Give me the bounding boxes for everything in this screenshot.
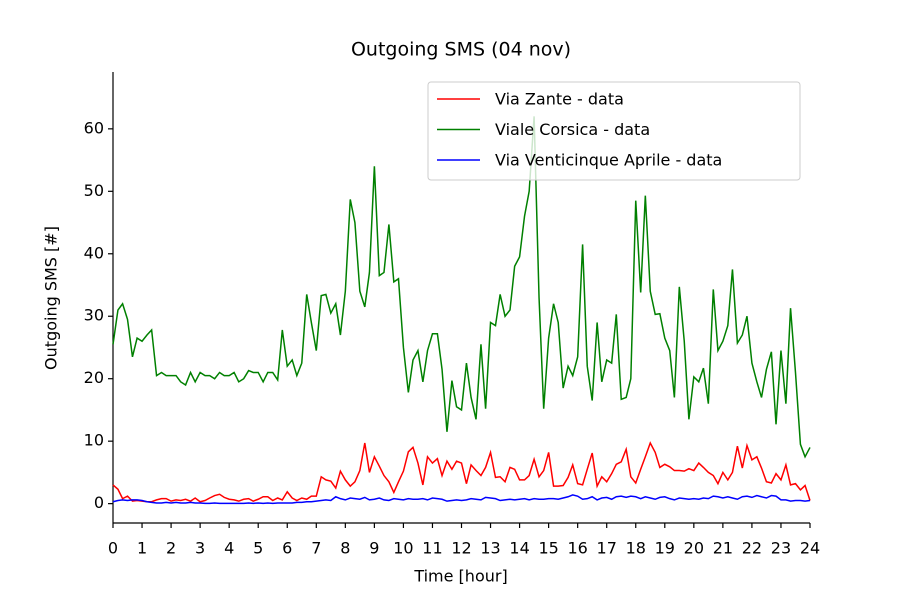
chart-title: Outgoing SMS (04 nov) — [351, 39, 571, 61]
y-tick-label: 40 — [84, 243, 104, 262]
x-tick-label: 14 — [509, 539, 529, 558]
x-tick-label: 13 — [480, 539, 500, 558]
x-tick-label: 7 — [311, 539, 321, 558]
x-tick-label: 3 — [195, 539, 205, 558]
x-tick-label: 17 — [597, 539, 617, 558]
x-tick-label: 16 — [567, 539, 587, 558]
x-tick-label: 1 — [137, 539, 147, 558]
x-tick-label: 15 — [538, 539, 558, 558]
x-tick-label: 19 — [655, 539, 675, 558]
y-tick-label: 10 — [84, 431, 104, 450]
legend-label: Via Zante - data — [495, 90, 624, 109]
x-tick-label: 11 — [422, 539, 442, 558]
x-tick-label: 8 — [340, 539, 350, 558]
x-tick-label: 22 — [742, 539, 762, 558]
x-tick-label: 0 — [108, 539, 118, 558]
legend: Via Zante - data Viale Corsica - data Via … — [427, 81, 801, 181]
y-tick-label: 0 — [94, 493, 104, 512]
x-tick-label: 12 — [451, 539, 471, 558]
x-axis-label: Time [hour] — [413, 567, 507, 586]
series-line — [112, 494, 811, 505]
x-tick-label: 6 — [282, 539, 292, 558]
legend-label: Viale Corsica - data — [495, 120, 650, 139]
legend-box — [427, 81, 801, 181]
x-tick-label: 21 — [713, 539, 733, 558]
y-tick-label: 50 — [84, 181, 104, 200]
x-tick-label: 18 — [626, 539, 646, 558]
x-tick-label: 20 — [684, 539, 704, 558]
x-tick-label: 24 — [800, 539, 820, 558]
y-axis-label: Outgoing SMS [#] — [42, 226, 61, 370]
y-tick-label: 20 — [84, 368, 104, 387]
series-line — [112, 441, 811, 503]
x-tick-label: 10 — [393, 539, 413, 558]
x-tick-label: 2 — [166, 539, 176, 558]
legend-label: Via Venticinque Aprile - data — [495, 151, 722, 170]
x-tick-label: 4 — [224, 539, 234, 558]
x-tick-label: 9 — [369, 539, 379, 558]
y-tick-label: 60 — [84, 118, 104, 137]
y-tick-label: 30 — [84, 306, 104, 325]
series-line — [112, 116, 811, 459]
x-tick-label: 5 — [253, 539, 263, 558]
x-tick-label: 23 — [771, 539, 791, 558]
